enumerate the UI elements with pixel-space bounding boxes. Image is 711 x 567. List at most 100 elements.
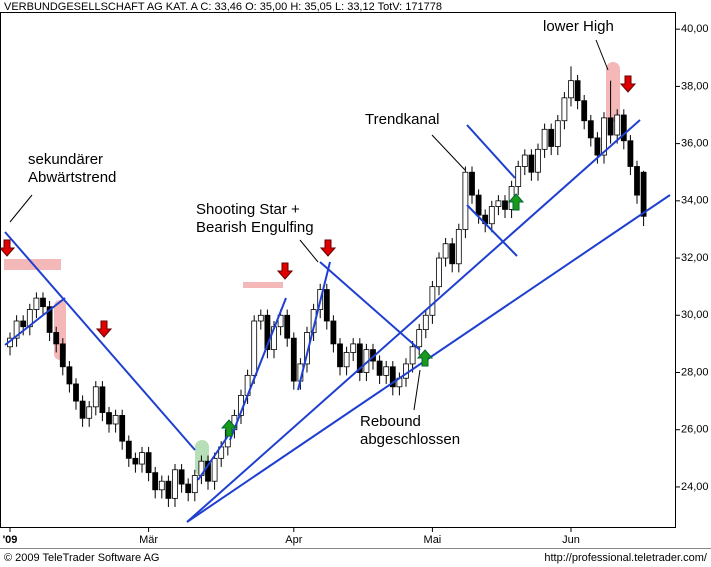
annotation: Bearish Engulfing: [196, 219, 314, 236]
candle-body: [178, 469, 185, 485]
candle-body: [20, 320, 27, 328]
candle-body: [343, 352, 350, 368]
arrows: [0, 75, 637, 437]
candle-body: [614, 114, 621, 136]
trend-line: [466, 124, 516, 179]
candle-body: [455, 229, 462, 265]
candle-body: [46, 306, 53, 333]
candle-body: [59, 343, 66, 368]
annotation: abgeschlossen: [360, 431, 460, 448]
candle-body: [495, 200, 502, 207]
y-tick-label: 30,00: [681, 309, 709, 321]
candle-body: [79, 400, 86, 419]
trend-line: [4, 297, 66, 346]
candle-body: [502, 200, 508, 210]
y-tick-label: 34,00: [681, 195, 709, 207]
y-tick-label: 24,00: [681, 481, 709, 493]
candle-body: [521, 154, 528, 167]
candle-body: [422, 314, 429, 330]
sell-arrow: [319, 239, 337, 257]
candle-body: [125, 440, 132, 459]
candle-body: [449, 243, 456, 265]
annotation: Rebound: [360, 413, 421, 430]
candle-body: [469, 171, 475, 196]
candle-body: [627, 140, 634, 167]
annotation: lower High: [543, 18, 614, 35]
trend-line: [466, 204, 518, 257]
candle-body: [337, 343, 343, 368]
x-tick-label: Apr: [285, 534, 302, 546]
candle-body: [290, 337, 297, 382]
x-tick-label: Mär: [139, 534, 158, 546]
candle-body: [548, 128, 555, 147]
candle-body: [350, 343, 357, 353]
candle-body: [568, 80, 574, 99]
x-tick-label: Mai: [424, 534, 442, 546]
candle-body: [86, 406, 93, 419]
candle-body: [581, 100, 588, 122]
highlight: [243, 282, 283, 288]
sell-arrow: [95, 320, 113, 338]
candle-body: [574, 80, 581, 102]
candle-body: [106, 412, 112, 425]
candle-body: [475, 194, 482, 216]
candle-body: [211, 457, 218, 482]
candle-body: [640, 171, 647, 217]
axes: 24,00 26,00 28,00 30,00 32,00 34,00 36,00 38,00…: [3, 23, 709, 546]
trend-line: [229, 297, 287, 441]
annotations: sekundärer Abwärtstrend Shooting Star + …: [9, 18, 614, 448]
candle-body: [165, 480, 172, 499]
y-tick-label: 36,00: [681, 138, 709, 150]
candle-body: [112, 415, 119, 425]
annotation: Shooting Star +: [196, 201, 300, 218]
candle-body: [158, 480, 165, 491]
leader-line: [413, 369, 421, 411]
buy-arrow: [416, 349, 434, 367]
candle-body: [191, 475, 198, 494]
candle-body: [99, 386, 106, 413]
candle-body: [251, 320, 258, 376]
x-tick-label: '09: [3, 534, 18, 546]
candle-body: [409, 346, 416, 365]
candle-body: [416, 329, 423, 348]
candle-body: [634, 166, 640, 196]
candle-body: [92, 386, 99, 408]
candle-body: [53, 332, 60, 345]
trend-lines: [4, 119, 671, 523]
leader-line: [431, 134, 466, 171]
plot-frame: [0, 12, 676, 528]
footer-right: http://professional.teletrader.com/: [544, 552, 708, 564]
candle-body: [541, 128, 548, 150]
candle-body: [257, 314, 264, 322]
candle-body: [528, 154, 535, 173]
leader-line: [9, 194, 33, 223]
candle-body: [185, 483, 192, 494]
candle-body: [73, 383, 79, 402]
y-tick-label: 38,00: [681, 80, 709, 92]
candle-body: [389, 366, 396, 388]
candle-body: [515, 166, 522, 187]
annotation: sekundärer: [28, 151, 103, 168]
sell-arrow: [0, 239, 16, 257]
y-tick-label: 26,00: [681, 424, 709, 436]
trend-line: [186, 119, 641, 523]
candle-body: [561, 97, 568, 122]
candles: [7, 66, 647, 507]
candle-body: [554, 120, 561, 147]
candle-body: [40, 297, 46, 308]
candle-body: [33, 297, 40, 310]
annotation: Trendkanal: [365, 111, 440, 128]
footer-left: © 2009 TeleTrader Software AG: [4, 552, 159, 564]
candle-body: [145, 452, 152, 474]
candle-body: [264, 314, 271, 351]
candle-body: [620, 114, 627, 142]
sell-arrow: [276, 262, 294, 280]
candle-body: [152, 472, 159, 491]
leader-line: [299, 239, 319, 263]
candle-body: [119, 415, 126, 442]
candle-body: [139, 452, 145, 465]
candle-body: [607, 117, 614, 136]
candle-body: [205, 460, 211, 482]
